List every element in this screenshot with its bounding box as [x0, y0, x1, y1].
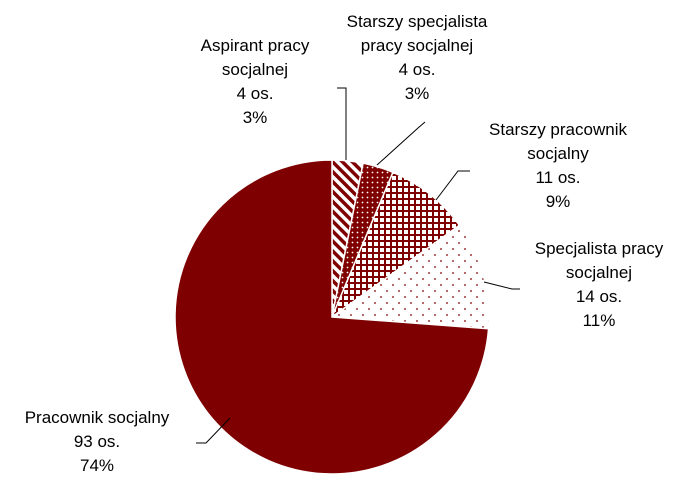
leader-starszy-pracownik [435, 170, 470, 201]
label-aspirant: Aspirant pracy socjalnej 4 os. 3% [190, 34, 320, 130]
leader-starszy-specjalista [376, 121, 426, 166]
label-specjalista-percent: 11% [582, 311, 616, 330]
leader-aspirant [337, 87, 347, 160]
label-specjalista: Specjalista pracy socjalnej 14 os. 11% [515, 237, 683, 333]
label-starszy-pracownik-name-1: Starszy pracownik [489, 120, 627, 139]
label-pracownik-name: Pracownik socjalny [24, 408, 170, 427]
label-starszy-specjalista-percent: 3% [404, 84, 430, 103]
label-specjalista-count: 14 os. [575, 287, 623, 306]
slice-pracownik [174, 159, 490, 475]
label-pracownik: Pracownik socjalny 93 os. 74% [4, 406, 190, 478]
label-pracownik-count: 93 os. [73, 432, 121, 451]
label-starszy-specjalista-name-1: Starszy specjalista [346, 12, 488, 31]
slice-specjalista [329, 224, 490, 330]
label-aspirant-name-1: Aspirant pracy [200, 36, 310, 55]
label-aspirant-percent: 3% [242, 108, 268, 127]
label-starszy-specjalista-name-2: pracy socjalnej [360, 36, 474, 55]
label-starszy-pracownik-count: 11 os. [535, 168, 581, 187]
label-specjalista-name-1: Specjalista pracy [534, 239, 664, 258]
leader-specjalista [483, 281, 520, 290]
label-starszy-pracownik-name-2: socjalny [527, 144, 589, 163]
slice-starszy-pracownik [330, 171, 461, 320]
label-starszy-pracownik: Starszy pracownik socjalny 11 os. 9% [470, 118, 646, 214]
leader-pracownik [196, 417, 231, 444]
label-starszy-pracownik-percent: 9% [545, 192, 571, 211]
label-starszy-specjalista-count: 4 os. [398, 60, 436, 79]
label-pracownik-percent: 74% [79, 456, 115, 475]
label-starszy-specjalista: Starszy specjalista pracy socjalnej 4 os… [328, 10, 506, 106]
label-aspirant-name-2: socjalnej [221, 60, 289, 79]
label-specjalista-name-2: socjalnej [565, 263, 633, 282]
label-aspirant-count: 4 os. [236, 84, 274, 103]
